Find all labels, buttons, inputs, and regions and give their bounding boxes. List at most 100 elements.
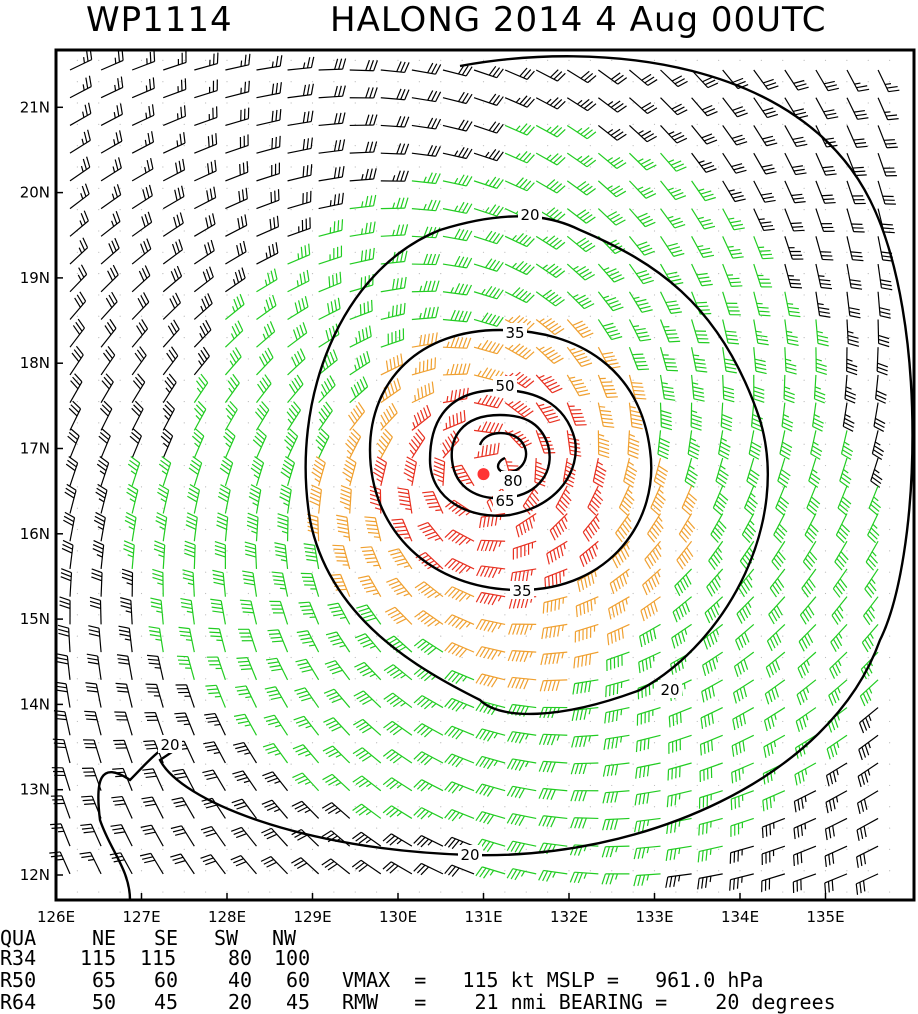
wind-barb (126, 483, 139, 514)
wind-barb (380, 224, 409, 237)
wind-barb (792, 873, 817, 893)
contour-label: 35 (505, 324, 524, 342)
wind-barb (873, 402, 886, 432)
wind-barb (831, 596, 848, 625)
wind-barb (640, 596, 661, 622)
wind-barb (815, 291, 831, 318)
wind-barb (473, 258, 504, 272)
wind-barb (176, 655, 195, 680)
wind-barb (162, 132, 186, 154)
wind-barb (100, 318, 117, 348)
wind-barb (411, 404, 432, 431)
wind-barb (660, 208, 686, 229)
wind-barb (722, 319, 740, 345)
contour-label: 50 (495, 377, 514, 395)
wind-barb (769, 568, 786, 598)
wind-barb (746, 457, 760, 488)
wind-barb (129, 428, 142, 459)
wind-barb (729, 873, 754, 891)
wind-barb (383, 692, 413, 709)
wind-barb (504, 177, 535, 192)
wind-barb (504, 400, 534, 418)
wind-barb (644, 540, 662, 570)
wind-barb (327, 602, 351, 625)
wind-barb (271, 571, 289, 597)
wind-barb (233, 713, 258, 736)
wind-barb (722, 97, 748, 118)
wind-barb (473, 367, 504, 382)
wind-barb (629, 69, 658, 86)
wind-barb (722, 236, 744, 259)
wind-barb (753, 319, 769, 346)
wind-barb (538, 733, 568, 746)
wind-barb (382, 777, 413, 792)
wind-barb (597, 180, 627, 198)
wind-barb (846, 180, 866, 205)
wind-barb (287, 322, 308, 348)
wind-barb (162, 319, 180, 348)
wind-barb (261, 827, 289, 847)
wind-barb (422, 491, 444, 514)
wind-barb (93, 511, 106, 542)
wind-barb (256, 135, 281, 154)
wind-barb (204, 712, 226, 736)
wind-barb (287, 83, 314, 99)
wind-barb (442, 201, 473, 214)
wind-barb (287, 374, 304, 404)
wind-barb (384, 606, 413, 625)
contour-labels: 20 20 20 20 35 35 50 65 80 (158, 205, 682, 864)
wind-barb (380, 353, 403, 376)
wind-barb (762, 790, 786, 812)
wind-barb (162, 400, 175, 431)
wind-barb (507, 676, 537, 690)
wind-barb (59, 596, 71, 625)
wind-barb (732, 679, 755, 704)
wind-barb (504, 123, 535, 136)
wind-barb (722, 125, 748, 146)
wind-barb (877, 152, 897, 177)
wind-barb (397, 487, 413, 514)
wind-barb (380, 170, 409, 182)
wind-barb (476, 565, 506, 579)
wind-barb (162, 292, 181, 320)
wind-barb (796, 679, 817, 706)
wind-barb (413, 751, 444, 766)
wind-barb (113, 739, 133, 764)
wind-barb (504, 287, 535, 304)
wind-barb (681, 485, 698, 516)
wind-barb (254, 401, 270, 431)
wind-barb (142, 768, 164, 791)
wind-barb (57, 624, 71, 653)
wind-barb (296, 630, 320, 653)
wind-barb (730, 817, 754, 837)
wind-barb (587, 485, 604, 516)
wind-barb (349, 168, 377, 182)
wind-barb (739, 540, 755, 571)
wind-barb (264, 686, 289, 708)
wind-barb (287, 296, 309, 320)
wind-barb (753, 180, 776, 203)
wind-barb (534, 458, 547, 487)
wind-barb (579, 540, 599, 567)
wind-barb (535, 69, 566, 82)
wind-barb (411, 117, 442, 130)
lat-tick-label: 21N (20, 98, 50, 116)
wind-barb (225, 240, 247, 265)
wind-barb (232, 770, 257, 792)
wind-barb (131, 265, 151, 293)
wind-barb (238, 628, 258, 653)
wind-barb (538, 760, 568, 773)
wind-barb (699, 762, 723, 783)
wind-barb (158, 456, 172, 486)
wind-barb (824, 873, 848, 894)
wind-barb (856, 817, 879, 841)
wind-barb (634, 817, 661, 833)
wind-barb (194, 159, 217, 182)
wind-barb (753, 374, 765, 403)
wind-barb (697, 873, 723, 890)
wind-barb (506, 868, 537, 881)
wind-barb (300, 572, 320, 597)
wind-barb (701, 679, 723, 703)
wind-barb (597, 208, 626, 226)
wind-barb (697, 845, 723, 863)
